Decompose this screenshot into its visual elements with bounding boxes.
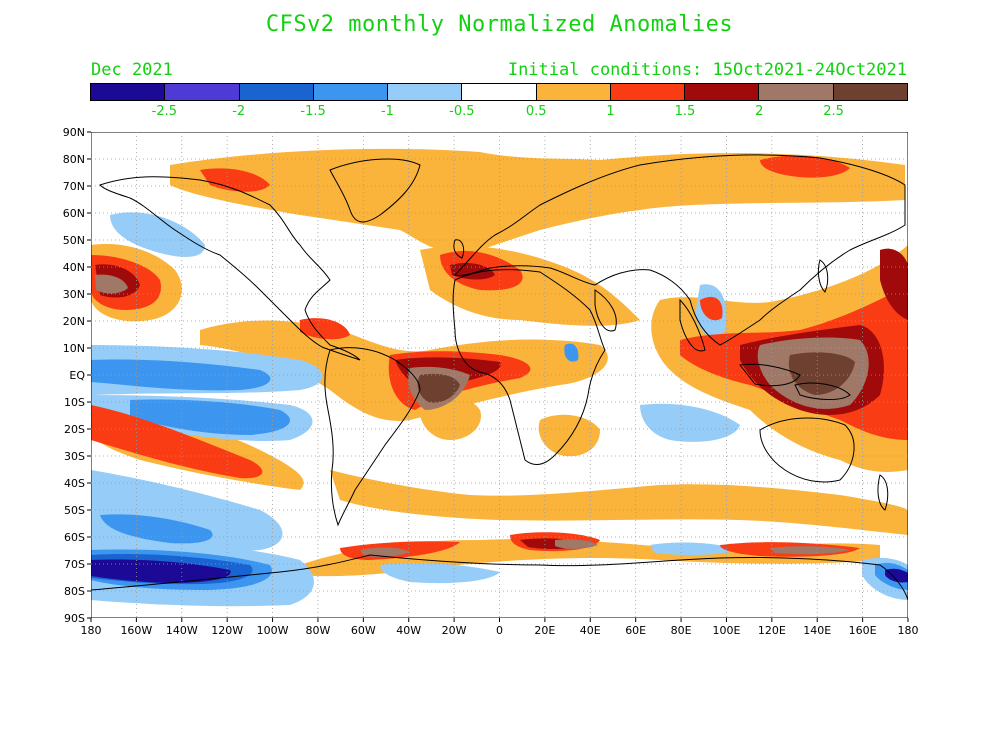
lat-label: 80N: [63, 153, 85, 166]
lon-label: 100E: [712, 624, 740, 637]
legend-swatch: [833, 84, 907, 100]
color-legend-bar: [90, 83, 908, 101]
map-title: CFSv2 monthly Normalized Anomalies: [265, 12, 734, 37]
lon-label: 180: [81, 624, 102, 637]
lon-label: 60W: [351, 624, 376, 637]
lon-label: 80W: [306, 624, 331, 637]
lon-label: 120W: [211, 624, 243, 637]
lon-label: 100W: [257, 624, 289, 637]
lon-label: 120E: [758, 624, 786, 637]
lon-label: 140W: [166, 624, 198, 637]
legend-label: -0.5: [449, 104, 475, 119]
legend-label: 2.5: [823, 104, 844, 119]
legend-swatch: [462, 84, 537, 100]
legend-label: 1: [606, 104, 615, 119]
lon-label: 140E: [803, 624, 831, 637]
lat-label: 20S: [64, 423, 85, 436]
legend-swatch: [685, 84, 760, 100]
lat-label: 90S: [64, 612, 85, 625]
lat-label: 60S: [64, 531, 85, 544]
lat-label: 30N: [63, 288, 85, 301]
lat-label: 40S: [64, 477, 85, 490]
lat-label: 70S: [64, 558, 85, 571]
lat-label: 50N: [63, 234, 85, 247]
legend-label: -2.5: [151, 104, 178, 119]
lat-label: 80S: [64, 585, 85, 598]
legend-label: 2: [755, 104, 764, 119]
legend-swatch: [610, 84, 686, 100]
lon-label: 40W: [396, 624, 421, 637]
lon-label: 20W: [442, 624, 467, 637]
lat-label: 50S: [64, 504, 85, 517]
legend-label: 1.5: [674, 104, 696, 119]
lat-label: 90N: [63, 126, 85, 139]
legend-swatch: [239, 84, 314, 100]
lat-label: 30S: [64, 450, 85, 463]
legend-swatch: [759, 84, 834, 100]
lon-label: 160E: [849, 624, 877, 637]
legend-swatch: [165, 84, 240, 100]
legend-swatch: [313, 84, 389, 100]
lon-label: 0: [496, 624, 503, 637]
legend-swatch: [91, 84, 166, 100]
lat-label: 40N: [63, 261, 85, 274]
lon-label: 160W: [120, 624, 152, 637]
lat-label: 10N: [63, 342, 85, 355]
initial-conditions: Initial conditions: 15Oct2021-24Oct2021: [507, 60, 907, 80]
lon-label: 80E: [671, 624, 692, 637]
legend-swatch: [388, 84, 463, 100]
legend-label: 0.5: [525, 104, 547, 119]
legend-label: -1.5: [300, 104, 326, 119]
lon-label: 20E: [534, 624, 555, 637]
lat-label: 60N: [63, 207, 85, 220]
lat-label: 10S: [64, 396, 85, 409]
axis-labels: 90N 80N 70N 60N 50N 40N 30N 20N 10N EQ 10S 20S 30S 40…: [63, 126, 919, 637]
lon-label: 180: [898, 624, 919, 637]
legend-label: -1: [380, 104, 394, 119]
coastlines: [91, 154, 908, 618]
valid-month: Dec 2021: [91, 60, 173, 80]
lon-label: 60E: [625, 624, 646, 637]
lat-label: EQ: [69, 369, 85, 382]
lon-label: 40E: [580, 624, 601, 637]
lat-label: 20N: [63, 315, 85, 328]
lat-label: 70N: [63, 180, 85, 193]
legend-swatch: [536, 84, 611, 100]
legend-label: -2: [232, 104, 246, 119]
